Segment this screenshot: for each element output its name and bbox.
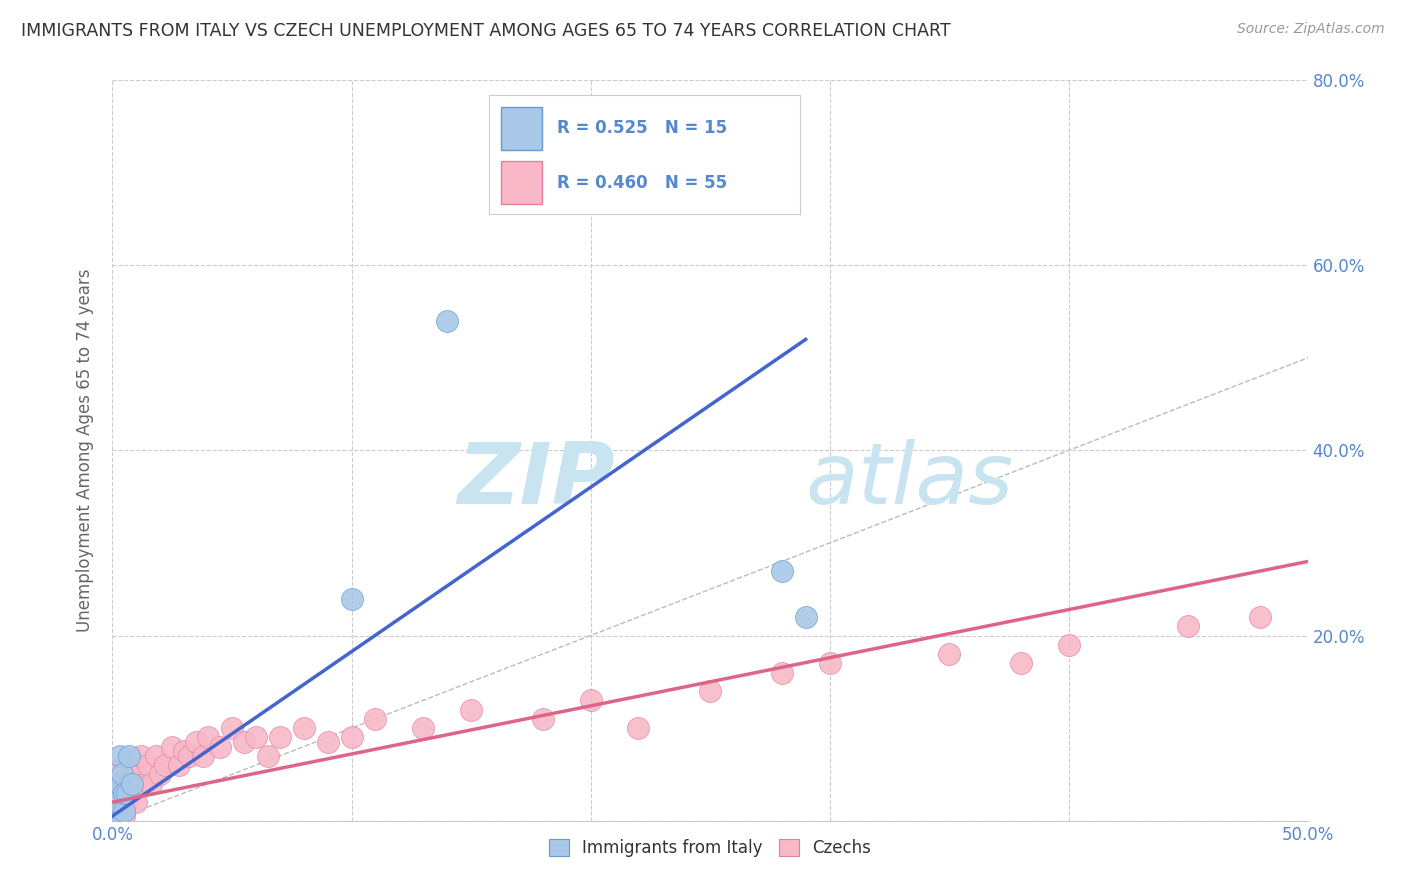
Point [114, 805, 135, 819]
Point [316, 735, 339, 749]
Point [139, 776, 162, 791]
Text: ZIP: ZIP [457, 439, 614, 522]
Point [104, 795, 127, 809]
Point [233, 735, 256, 749]
Point [257, 748, 280, 763]
Point [122, 767, 145, 781]
Point [1010, 657, 1032, 671]
Point [197, 731, 219, 745]
Point [340, 731, 363, 745]
Point [132, 776, 155, 791]
Point [111, 805, 134, 819]
Point [114, 786, 135, 800]
Text: atlas: atlas [806, 439, 1014, 522]
Point [770, 564, 793, 578]
Point [129, 748, 152, 763]
Point [818, 657, 841, 671]
Point [115, 763, 138, 777]
Point [125, 767, 148, 781]
Point [115, 795, 138, 809]
Point [699, 684, 721, 698]
Point [108, 776, 131, 791]
Point [108, 748, 131, 763]
Point [114, 786, 135, 800]
Text: Source: ZipAtlas.com: Source: ZipAtlas.com [1237, 22, 1385, 37]
Point [436, 314, 458, 328]
Point [105, 795, 128, 809]
Point [531, 712, 554, 726]
Point [579, 693, 602, 707]
Point [104, 805, 127, 819]
Point [111, 776, 134, 791]
Y-axis label: Unemployment Among Ages 65 to 74 years: Unemployment Among Ages 65 to 74 years [76, 268, 94, 632]
Point [162, 739, 183, 754]
Point [1057, 638, 1080, 652]
Point [412, 721, 434, 735]
Point [149, 767, 172, 781]
Point [938, 647, 960, 661]
Point [460, 703, 482, 717]
Point [114, 809, 135, 823]
Point [104, 809, 127, 823]
Point [118, 748, 141, 763]
Point [108, 809, 131, 823]
Text: IMMIGRANTS FROM ITALY VS CZECH UNEMPLOYMENT AMONG AGES 65 TO 74 YEARS CORRELATIO: IMMIGRANTS FROM ITALY VS CZECH UNEMPLOYM… [21, 22, 950, 40]
Point [1177, 619, 1199, 633]
Point [245, 731, 267, 745]
Point [177, 748, 200, 763]
Point [118, 776, 141, 791]
Point [105, 776, 128, 791]
Point [125, 795, 148, 809]
Point [105, 809, 128, 823]
Point [108, 763, 131, 777]
Point [1249, 610, 1271, 624]
Point [115, 786, 138, 800]
Point [169, 758, 191, 772]
Point [186, 735, 208, 749]
Point [770, 665, 793, 680]
Point [794, 610, 817, 624]
Point [121, 776, 143, 791]
Point [108, 786, 131, 800]
Point [292, 721, 315, 735]
Point [121, 786, 143, 800]
Point [340, 591, 363, 606]
Point [173, 744, 195, 758]
Point [209, 739, 232, 754]
Point [221, 721, 243, 735]
Point [138, 758, 160, 772]
Point [145, 748, 167, 763]
Point [193, 748, 215, 763]
Point [364, 712, 387, 726]
Legend: Immigrants from Italy, Czechs: Immigrants from Italy, Czechs [541, 832, 879, 864]
Point [627, 721, 650, 735]
Point [153, 758, 176, 772]
Point [269, 731, 291, 745]
Point [111, 767, 134, 781]
Point [105, 805, 128, 819]
